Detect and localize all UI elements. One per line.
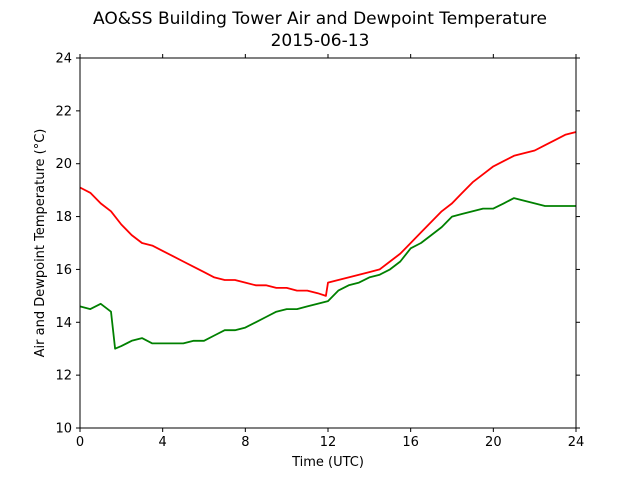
y-axis-label: Air and Dewpoint Temperature (°C) [33, 129, 48, 358]
y-tick-label: 20 [55, 157, 72, 172]
x-tick-label: 20 [485, 435, 502, 450]
x-tick-label: 16 [402, 435, 419, 450]
x-tick-label: 8 [241, 435, 249, 450]
plot-frame [79, 57, 577, 429]
series-layer [79, 131, 577, 350]
series-line-1 [79, 197, 576, 350]
y-tick-label: 18 [55, 210, 72, 225]
chart-title: AO&SS Building Tower Air and Dewpoint Te… [93, 9, 547, 29]
y-tick-label: 12 [55, 369, 72, 384]
y-tick-label: 16 [55, 263, 72, 278]
tick-layer: 0 4 8 12 16 20 24 10 12 14 16 18 20 22 24 [55, 52, 584, 451]
x-tick-label: 24 [568, 435, 585, 450]
y-tick-label: 14 [55, 316, 72, 331]
chart-subtitle: 2015-06-13 [271, 31, 370, 51]
y-tick-label: 10 [55, 422, 72, 437]
y-tick-label: 24 [55, 52, 72, 67]
x-axis-label: Time (UTC) [291, 455, 364, 470]
x-tick-label: 0 [76, 435, 84, 450]
series-line-0 [79, 131, 577, 297]
x-tick-label: 4 [159, 435, 167, 450]
x-tick-label: 12 [320, 435, 337, 450]
y-tick-label: 22 [55, 104, 72, 119]
